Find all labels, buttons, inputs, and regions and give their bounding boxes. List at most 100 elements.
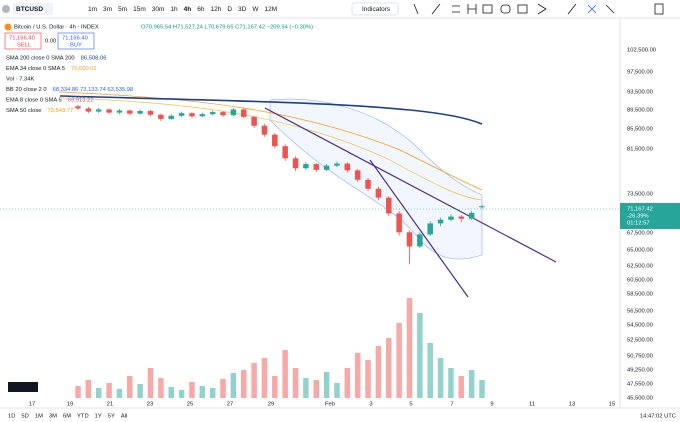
- range-button[interactable]: 1M: [35, 414, 43, 420]
- indicators-label[interactable]: Indicators: [362, 6, 391, 13]
- date-label: 13: [569, 402, 575, 408]
- interval[interactable]: 5m: [118, 6, 127, 13]
- price-label: 52,500.00: [627, 338, 653, 344]
- candle-body: [427, 223, 433, 235]
- volume-bar: [178, 390, 185, 398]
- volume-bar: [375, 346, 382, 398]
- candle-body: [406, 232, 413, 247]
- candle-body: [458, 216, 465, 219]
- candle-body: [137, 111, 143, 114]
- interval[interactable]: 4h: [184, 6, 192, 13]
- candle-body: [282, 146, 288, 159]
- tool-hline[interactable]: [467, 4, 477, 14]
- ema-34: [59, 97, 483, 201]
- legend-label: SMA 50 close: [6, 108, 41, 114]
- spread: 0.00: [45, 39, 56, 45]
- volume-bar: [127, 376, 133, 398]
- tool-rect[interactable]: [482, 4, 493, 14]
- sell-label[interactable]: SELL: [17, 43, 32, 49]
- range-button[interactable]: All: [121, 414, 127, 420]
- range-button[interactable]: 1Y: [95, 414, 102, 420]
- price-label: 62,500.00: [627, 264, 653, 270]
- price-tag: [620, 203, 680, 229]
- buy-box[interactable]: [57, 32, 95, 50]
- tool-ray[interactable]: [567, 3, 577, 15]
- range-button[interactable]: 1D: [8, 414, 15, 420]
- tool-fib[interactable]: [452, 5, 460, 13]
- tool-shape[interactable]: [517, 4, 528, 14]
- interval[interactable]: 30m: [152, 6, 165, 13]
- volume-bar: [292, 368, 299, 398]
- symbol[interactable]: BTCUSD: [16, 6, 43, 13]
- candle-body: [220, 112, 226, 116]
- volume-bar: [458, 376, 465, 398]
- candle-body: [323, 165, 330, 170]
- date-label: Feb: [325, 402, 335, 408]
- sell-price[interactable]: 71,166.40: [9, 36, 35, 42]
- price-label: 81,500.00: [627, 147, 653, 153]
- price-label: 54,500.00: [627, 323, 653, 329]
- price-tag-countdown: 01:12:57: [627, 221, 650, 227]
- tool-arrow[interactable]: [605, 4, 615, 14]
- date-label: 15: [609, 402, 615, 408]
- date-label: 7: [450, 402, 453, 408]
- volume-bar: [406, 298, 413, 398]
- tool-path[interactable]: [500, 4, 511, 14]
- interval[interactable]: 15m: [133, 6, 146, 13]
- candle-body: [199, 114, 206, 117]
- legend-value: 68,334.86 73,133.74 63,535.98: [53, 87, 134, 93]
- interval[interactable]: 1m: [88, 6, 97, 13]
- price-label: 50,750.00: [627, 354, 653, 360]
- candle-body: [365, 179, 371, 189]
- range-button[interactable]: YTD: [77, 414, 89, 420]
- candle-body: [209, 112, 216, 115]
- volume-bar: [95, 388, 102, 398]
- candle-body: [334, 163, 340, 166]
- interval[interactable]: D: [227, 6, 232, 13]
- interval[interactable]: 12M: [264, 6, 277, 13]
- volume-bar: [448, 368, 454, 398]
- legend-value: 69,913.22: [68, 98, 94, 104]
- range-button[interactable]: 6M: [63, 414, 71, 420]
- candle-body: [240, 109, 247, 117]
- sell-box[interactable]: [4, 32, 42, 50]
- range-button[interactable]: 5D: [21, 414, 28, 420]
- legend-label: BB 20 close 2 0: [6, 87, 47, 93]
- volume-bar: [479, 380, 485, 398]
- tool-layout[interactable]: [654, 3, 664, 15]
- interval[interactable]: W: [252, 6, 259, 13]
- candle-body: [261, 125, 268, 135]
- candle-body: [313, 164, 320, 170]
- volume-bar: [230, 373, 237, 398]
- price-label: 93,500.00: [627, 90, 653, 96]
- price-tag-price: 71,167.42: [627, 207, 653, 213]
- interval[interactable]: 3D: [238, 6, 247, 13]
- legend-label: Vol · 7.34K: [6, 77, 34, 83]
- volume-bar: [303, 378, 309, 398]
- interval[interactable]: 6h: [197, 6, 205, 13]
- range-button[interactable]: 5Y: [108, 414, 115, 420]
- buy-price[interactable]: 71,166.40: [62, 36, 88, 42]
- interval[interactable]: 3m: [103, 6, 112, 13]
- avatar[interactable]: [2, 5, 10, 13]
- symbol-box[interactable]: [13, 3, 53, 15]
- volume-bar: [386, 338, 392, 398]
- interval[interactable]: 1h: [170, 6, 178, 13]
- price-tag-change: -26.39%: [627, 214, 649, 220]
- tool-measure[interactable]: [587, 4, 597, 14]
- candle-body: [168, 115, 174, 119]
- interval[interactable]: 12h: [210, 6, 221, 13]
- tool-text[interactable]: [537, 3, 547, 15]
- tool-cursor[interactable]: [413, 3, 419, 15]
- candle-body: [448, 216, 454, 220]
- price-label: 85,500.00: [627, 127, 653, 133]
- price-label: 102,500.00: [627, 48, 656, 54]
- tool-trend[interactable]: [431, 3, 441, 15]
- range-button[interactable]: 3M: [49, 414, 57, 420]
- legend-value: 86,508.06: [81, 56, 107, 62]
- indicators-button[interactable]: [351, 2, 399, 16]
- candle-body: [147, 111, 154, 115]
- buy-label[interactable]: BUY: [70, 43, 82, 49]
- date-label: 21: [107, 402, 113, 408]
- volume-bar: [313, 380, 320, 398]
